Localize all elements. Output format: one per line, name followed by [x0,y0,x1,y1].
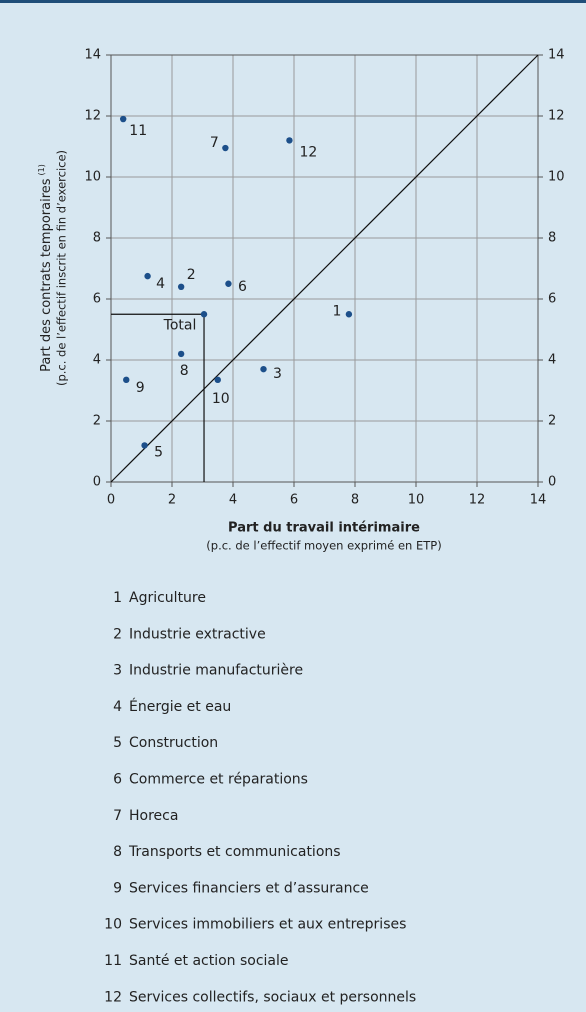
x-tick-label: 0 [107,493,115,508]
point [200,311,208,318]
x-tick-label: 12 [469,493,486,508]
y-axis-title: Part des contrats temporaires (1) [37,164,54,372]
diagonal [110,54,539,483]
legend-number: 1 [113,590,122,606]
x-tick-label: 14 [530,493,547,508]
point [225,280,232,287]
y2-tick-label: 6 [548,292,556,307]
point-label: 1 [332,303,341,319]
legend-name: Industrie extractive [129,626,266,642]
legend-name: Commerce et réparations [129,772,308,788]
x-tick-label: 10 [408,493,425,508]
point-label: 7 [210,135,219,151]
top-border [0,0,586,3]
point [222,144,229,152]
legend-name: Agriculture [129,590,206,606]
legend-number: 10 [104,917,122,933]
legend-number: 11 [104,953,122,969]
y-tick-label: 8 [93,231,101,246]
point [177,283,185,290]
y-tick-label: 12 [84,109,101,124]
point [123,376,130,384]
y2-tick-label: 14 [548,48,565,63]
point-label: 8 [180,363,189,379]
point [286,137,293,144]
point-label: Total [163,317,197,333]
point [120,115,127,123]
y2-tick-label: 0 [548,475,556,490]
legend-name: Transports et communications [128,844,341,860]
y-title-text: Part des contrats temporaires [39,178,54,372]
y-title-sup: (1) [37,164,46,175]
y-tick-label: 6 [93,292,101,307]
point-label: 9 [136,380,145,396]
point-label: 4 [156,276,165,292]
legend-name: Services immobiliers et aux entreprises [129,917,406,933]
legend-name: Services collectifs, sociaux et personne… [129,989,416,1005]
x-tick-label: 2 [168,493,176,508]
legend-number: 9 [113,880,122,896]
point-label: 3 [273,366,282,382]
y-tick-label: 2 [93,414,101,429]
y2-tick-label: 12 [548,109,565,124]
y-axis-note: (p.c. de l’effectif inscrit en fin d’exe… [55,150,69,386]
legend-number: 5 [113,735,122,751]
x-tick-label: 8 [351,493,359,508]
legend-number: 8 [113,844,122,860]
y2-tick-label: 8 [548,231,556,246]
y2-tick-label: 2 [548,414,556,429]
legend-number: 3 [113,663,122,679]
legend-number: 4 [113,699,122,715]
point-label: 6 [238,279,247,295]
point-label: 12 [300,144,318,160]
point [177,350,185,358]
legend-name: Construction [129,735,218,751]
point [260,365,267,373]
y-tick-label: 10 [84,170,101,185]
point-label: 5 [154,444,163,460]
point-label: 2 [187,267,196,283]
y2-tick-label: 4 [548,353,556,368]
legend-name: Énergie et eau [129,698,231,715]
point [141,442,148,449]
x-tick-label: 4 [229,493,237,508]
point [144,272,151,280]
legend-number: 12 [104,989,122,1005]
y-tick-label: 0 [93,475,101,490]
point-label: 11 [129,123,147,139]
legend-name: Industrie manufacturière [129,663,303,679]
legend-number: 7 [113,808,122,824]
legend-number: 2 [113,626,122,642]
plot-frame [110,54,539,483]
x-axis-note: (p.c. de l’effectif moyen exprimé en ETP… [206,539,441,553]
legend-name: Santé et action sociale [129,953,289,969]
point-label: 10 [212,391,230,407]
y-tick-label: 4 [93,353,101,368]
y-tick-label: 14 [84,48,101,63]
point [345,311,353,318]
legend-number: 6 [113,772,122,788]
point [214,376,221,384]
x-tick-label: 6 [290,493,298,508]
legend-name: Services financiers et d’assurance [129,880,369,896]
x-axis-title: Part du travail intérimaire [228,521,420,536]
legend-name: Horeca [129,808,178,824]
y2-tick-label: 10 [548,170,565,185]
